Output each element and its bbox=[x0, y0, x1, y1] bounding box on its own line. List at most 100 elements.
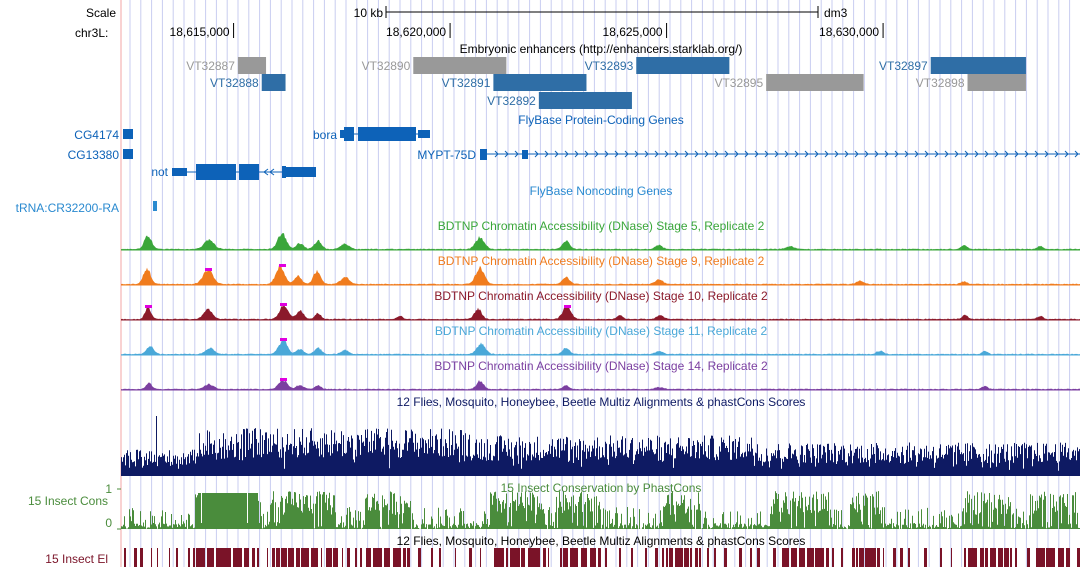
dnase-stage10-track[interactable] bbox=[121, 303, 1080, 321]
enhancer-label[interactable]: VT32892 bbox=[487, 94, 536, 108]
cons-track[interactable] bbox=[121, 491, 1080, 529]
gene-feature[interactable] bbox=[480, 149, 1080, 160]
conserved-element bbox=[1036, 548, 1045, 567]
scale-label: Scale bbox=[86, 6, 116, 20]
conserved-element bbox=[757, 548, 760, 567]
enhancer-label[interactable]: VT32888 bbox=[210, 76, 259, 90]
conserved-element bbox=[355, 548, 357, 567]
dnase-stage9-track[interactable] bbox=[121, 264, 1080, 286]
noncoding-track[interactable]: tRNA:CR32200-RA bbox=[16, 201, 157, 215]
conserved-element bbox=[985, 548, 988, 567]
conserved-element bbox=[699, 548, 701, 567]
ruler-tick-label: 18,625,000 bbox=[603, 25, 663, 39]
ruler-tick-label: 18,630,000 bbox=[819, 25, 879, 39]
conserved-element bbox=[675, 548, 683, 567]
multiz-track-title: 12 Flies, Mosquito, Honeybee, Beetle Mul… bbox=[397, 395, 806, 409]
enhancer-label[interactable]: VT32887 bbox=[186, 59, 235, 73]
dnase-stage5-track[interactable] bbox=[121, 233, 1080, 251]
multiz-alignment-track[interactable] bbox=[121, 416, 1080, 476]
clipped-peak-mark bbox=[280, 338, 287, 341]
conserved-element bbox=[538, 548, 540, 567]
conserved-element bbox=[791, 548, 797, 567]
conserved-element bbox=[662, 548, 664, 567]
conserved-element bbox=[714, 548, 716, 567]
conserved-element bbox=[951, 548, 952, 567]
conserved-element bbox=[980, 548, 984, 567]
conserved-element bbox=[893, 548, 896, 567]
enhancer-feature[interactable] bbox=[493, 74, 587, 91]
conserved-element bbox=[669, 548, 673, 567]
conserved-element bbox=[1066, 548, 1070, 567]
enhancer-feature[interactable] bbox=[636, 57, 730, 74]
gene-feature[interactable] bbox=[123, 129, 133, 139]
dnase-stage5-title: BDTNP Chromatin Accessibility (DNase) St… bbox=[438, 219, 765, 233]
conserved-element bbox=[267, 548, 268, 567]
conserved-element bbox=[852, 548, 855, 567]
enhancer-feature[interactable] bbox=[261, 74, 286, 91]
conserved-element bbox=[455, 548, 456, 567]
conserved-element bbox=[281, 548, 287, 567]
dnase-stage14-track[interactable] bbox=[121, 378, 1080, 391]
ruler-tick-label: 18,620,000 bbox=[386, 25, 446, 39]
conserved-element bbox=[908, 548, 910, 567]
conserved-element bbox=[739, 548, 742, 567]
enhancer-label[interactable]: VT32891 bbox=[442, 76, 491, 90]
enhancer-label[interactable]: VT32893 bbox=[585, 59, 634, 73]
enhancer-feature[interactable] bbox=[237, 57, 267, 74]
elements-side-label[interactable]: 15 Insect El bbox=[45, 552, 108, 566]
dnase-stage10-title: BDTNP Chromatin Accessibility (DNase) St… bbox=[434, 289, 768, 303]
protein-coding-track[interactable]: CG4174 CG13380 bora MYPT-75D not bbox=[68, 127, 1080, 180]
conserved-element bbox=[257, 548, 258, 567]
clipped-peak-mark bbox=[280, 378, 287, 381]
scale-bar bbox=[385, 6, 819, 18]
conserved-element bbox=[865, 548, 874, 567]
conserved-element bbox=[964, 548, 966, 567]
conserved-element bbox=[326, 548, 332, 567]
gene-feature[interactable] bbox=[153, 201, 157, 211]
gene-label[interactable]: MYPT-75D bbox=[417, 148, 476, 162]
conserved-element bbox=[877, 548, 880, 567]
gene-label[interactable]: CG13380 bbox=[68, 148, 120, 162]
enhancer-label[interactable]: VT32895 bbox=[714, 76, 763, 90]
enhancer-feature[interactable] bbox=[413, 57, 507, 74]
enhancer-label[interactable]: VT32897 bbox=[879, 59, 928, 73]
conserved-element bbox=[826, 548, 829, 567]
conserved-element bbox=[655, 548, 658, 567]
conserved-element bbox=[600, 548, 601, 567]
elements-track[interactable] bbox=[124, 548, 1080, 567]
conserved-element bbox=[140, 548, 143, 567]
enhancers-track[interactable]: VT32887 VT32888 VT32890 VT32891 VT32892 VT328… bbox=[186, 57, 1026, 109]
dnase-stage11-track[interactable] bbox=[121, 338, 1080, 356]
enhancer-label[interactable]: VT32890 bbox=[362, 59, 411, 73]
gene-label[interactable]: CG4174 bbox=[74, 128, 119, 142]
conserved-element bbox=[684, 548, 689, 567]
conserved-element bbox=[252, 548, 255, 567]
conserved-element bbox=[151, 548, 152, 567]
gene-label[interactable]: tRNA:CR32200-RA bbox=[16, 201, 119, 215]
conserved-element bbox=[707, 548, 709, 567]
conserved-element bbox=[799, 548, 805, 567]
conserved-element bbox=[581, 548, 587, 567]
conserved-element bbox=[196, 548, 205, 567]
conserved-element bbox=[548, 548, 549, 567]
enhancer-feature[interactable] bbox=[967, 74, 1026, 91]
conserved-element bbox=[157, 548, 158, 567]
enhancer-feature[interactable] bbox=[538, 92, 632, 109]
conserved-element bbox=[940, 548, 942, 567]
gene-feature[interactable] bbox=[172, 164, 316, 180]
conserved-element bbox=[207, 548, 214, 567]
enhancer-feature[interactable] bbox=[930, 57, 1026, 74]
gene-feature[interactable] bbox=[123, 149, 133, 159]
conserved-element bbox=[874, 548, 876, 567]
gene-label[interactable]: not bbox=[151, 165, 168, 179]
conserved-element bbox=[815, 548, 824, 567]
conserved-element bbox=[560, 548, 562, 567]
enhancer-feature[interactable] bbox=[766, 74, 864, 91]
gene-feature[interactable] bbox=[340, 127, 430, 141]
cons-side-label[interactable]: 15 Insect Cons bbox=[28, 494, 108, 508]
enhancer-label[interactable]: VT32898 bbox=[916, 76, 965, 90]
cons-signal bbox=[121, 491, 1080, 529]
gene-label[interactable]: bora bbox=[313, 128, 337, 142]
conserved-element bbox=[510, 548, 519, 567]
